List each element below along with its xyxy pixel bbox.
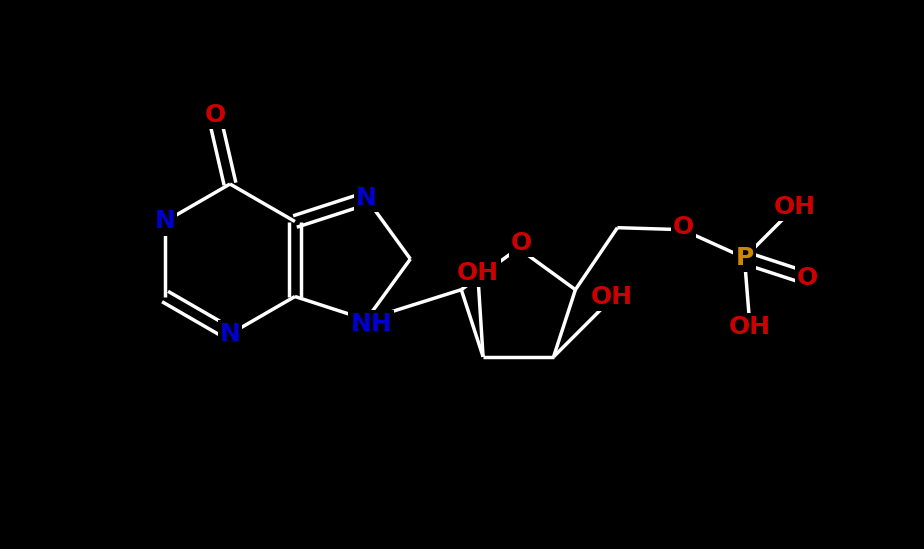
Text: O: O (673, 215, 694, 239)
Text: O: O (204, 103, 225, 127)
Text: OH: OH (773, 195, 816, 219)
Text: OH: OH (728, 315, 771, 339)
Text: OH: OH (457, 261, 499, 285)
Text: NH: NH (350, 312, 392, 335)
Text: O: O (511, 231, 532, 255)
Text: P: P (736, 245, 754, 270)
Text: N: N (356, 186, 377, 210)
Text: OH: OH (590, 285, 633, 309)
Text: N: N (220, 322, 240, 346)
Text: N: N (154, 210, 176, 233)
Text: O: O (796, 266, 818, 290)
